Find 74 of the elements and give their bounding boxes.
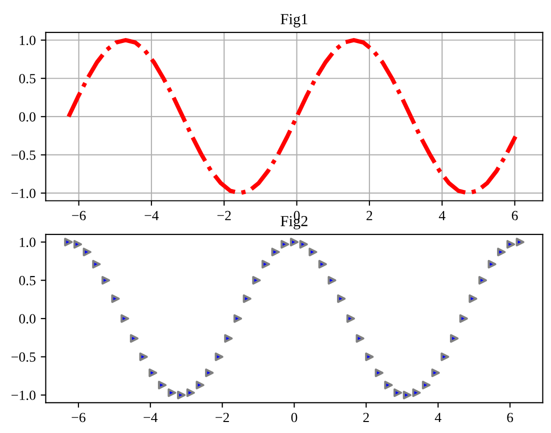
x-tick-label: 2: [366, 210, 372, 220]
y-tick-label: 0.0: [19, 112, 36, 122]
point: [497, 248, 506, 256]
point: [374, 368, 384, 378]
x-tick-label: 6: [507, 412, 514, 422]
point: [271, 248, 280, 256]
y-tick-label: −0.5: [12, 150, 36, 160]
y-tick-label: 0.5: [19, 74, 36, 84]
y-tick-label: 0.0: [19, 314, 36, 324]
x-tick-label: 6: [512, 210, 518, 220]
point: [516, 238, 524, 246]
point: [308, 248, 318, 256]
point: [431, 368, 440, 378]
point: [488, 260, 496, 269]
point: [111, 294, 120, 303]
point: [328, 276, 336, 285]
point: [318, 260, 327, 269]
point: [242, 294, 252, 303]
x-tick-label: 2: [363, 412, 369, 422]
x-tick-label: 4: [438, 210, 446, 220]
y-tick-label: 0.5: [19, 276, 36, 286]
point: [506, 240, 516, 249]
point: [205, 368, 214, 378]
x-tick-label: −4: [144, 412, 158, 422]
x-tick-label: −6: [72, 412, 86, 422]
point: [337, 294, 346, 303]
point: [402, 390, 412, 400]
point: [412, 388, 421, 398]
y-tick-label: −1.0: [12, 188, 36, 198]
point: [459, 314, 468, 323]
point: [82, 248, 92, 256]
point: [299, 240, 308, 249]
y-tick-label: −1.0: [12, 390, 36, 400]
point: [92, 260, 101, 269]
y-tick-label: 1.0: [20, 238, 36, 248]
point: [120, 314, 130, 323]
point: [365, 352, 374, 362]
point: [148, 368, 158, 378]
point: [168, 388, 176, 398]
y-tick-label: −0.5: [12, 352, 36, 362]
point: [186, 388, 195, 398]
point: [478, 276, 487, 285]
point: [64, 238, 73, 246]
point: [158, 380, 167, 390]
point: [468, 294, 478, 303]
point: [440, 352, 450, 362]
point: [422, 380, 431, 390]
point: [233, 314, 242, 323]
x-tick-label: −4: [144, 210, 159, 220]
point: [384, 380, 393, 390]
x-tick-label: −6: [72, 210, 86, 220]
point: [450, 334, 459, 343]
line-series: [66, 38, 518, 196]
point: [101, 276, 110, 285]
point: [346, 314, 355, 323]
point: [290, 238, 299, 246]
x-tick-label: 4: [434, 412, 442, 422]
point: [73, 240, 82, 249]
y-tick-label: 1.0: [20, 36, 36, 46]
point: [356, 334, 364, 343]
x-tick-label: −2: [217, 210, 231, 220]
point: [394, 388, 402, 398]
point: [139, 352, 148, 362]
point: [214, 352, 224, 362]
x-tick-label: 0: [291, 412, 298, 422]
x-tick-label: −2: [216, 412, 229, 422]
point: [130, 334, 139, 343]
point: [196, 380, 204, 390]
point: [224, 334, 233, 343]
point: [280, 240, 290, 249]
point: [252, 276, 261, 285]
point: [177, 390, 186, 400]
point: [262, 260, 270, 269]
chart-title: Fig1: [280, 14, 308, 28]
